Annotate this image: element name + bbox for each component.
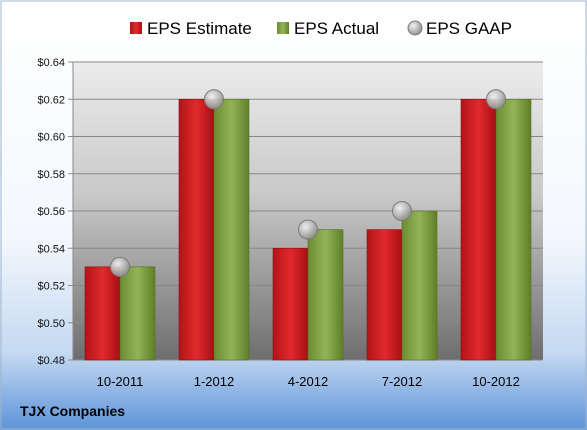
legend-swatch: [277, 22, 289, 34]
bar-eps-estimate: [178, 98, 215, 361]
legend-label: EPS Actual: [294, 19, 379, 38]
bar-eps-actual: [213, 98, 250, 361]
marker-eps-gaap: [110, 256, 130, 277]
y-tick-label: $0.50: [37, 318, 65, 330]
legend-swatch: [130, 22, 142, 34]
x-category-label: 1-2012: [194, 374, 234, 389]
y-tick-label: $0.52: [37, 281, 65, 293]
marker-eps-gaap: [298, 219, 318, 240]
legend-swatch: [407, 20, 423, 36]
legend: EPS Estimate EPS Actual EPS GAAP: [130, 19, 512, 38]
bar-eps-estimate: [366, 229, 403, 361]
marker-eps-gaap: [204, 89, 224, 110]
x-category-label: 7-2012: [382, 374, 422, 389]
bar-eps-actual: [401, 210, 438, 361]
bar-eps-actual: [495, 98, 532, 361]
x-axis-categories: 10-2011 1-2012 4-2012 7-2012 10-2012: [97, 374, 520, 389]
marker-eps-gaap: [486, 89, 506, 110]
y-tick-label: $0.56: [37, 206, 65, 218]
bar-eps-actual: [119, 266, 156, 361]
x-category-label: 4-2012: [288, 374, 328, 389]
bar-eps-estimate: [84, 266, 121, 361]
gaap-markers: [110, 89, 506, 277]
bar-eps-actual: [307, 229, 344, 361]
y-tick-label: $0.60: [37, 132, 65, 144]
x-category-label: 10-2012: [472, 374, 520, 389]
x-category-label: 10-2011: [97, 374, 144, 389]
bars: [84, 98, 532, 361]
y-tick-label: $0.48: [37, 355, 65, 367]
y-tick-label: $0.62: [37, 94, 65, 106]
legend-label: EPS Estimate: [147, 19, 252, 38]
bar-eps-estimate: [272, 247, 309, 361]
bar-eps-estimate: [460, 98, 497, 361]
y-axis-ticks: $0.48 $0.50 $0.52 $0.54 $0.56 $0.58 $0.60 $0.62…: [37, 57, 65, 367]
legend-label: EPS GAAP: [426, 19, 512, 38]
marker-eps-gaap: [392, 201, 412, 221]
y-tick-label: $0.58: [37, 169, 65, 181]
y-tick-label: $0.64: [37, 57, 65, 69]
company-caption: TJX Companies: [20, 403, 125, 419]
y-tick-label: $0.54: [37, 243, 65, 255]
